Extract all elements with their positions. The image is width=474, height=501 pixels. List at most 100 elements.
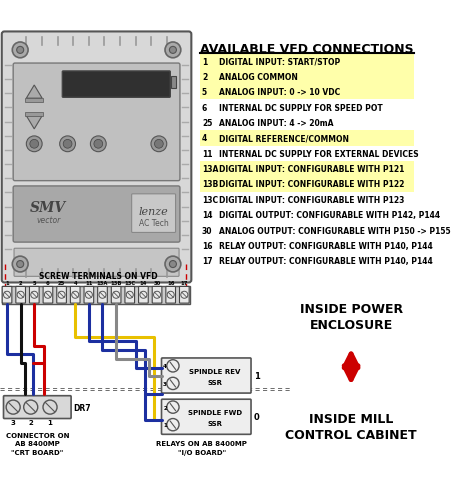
FancyBboxPatch shape [162,399,251,434]
Text: 1: 1 [202,58,207,67]
FancyBboxPatch shape [43,287,53,304]
FancyBboxPatch shape [29,287,39,304]
FancyBboxPatch shape [2,287,12,304]
FancyBboxPatch shape [84,287,94,304]
Text: AC Tech: AC Tech [139,219,168,228]
Text: 3: 3 [11,419,16,425]
Text: DIGITAL INPUT: CONFIGURABLE WITH P122: DIGITAL INPUT: CONFIGURABLE WITH P122 [219,180,405,189]
Text: AVAILABLE VFD CONNECTIONS: AVAILABLE VFD CONNECTIONS [201,43,414,56]
FancyBboxPatch shape [98,287,107,304]
Text: SMV: SMV [30,200,66,214]
Text: 2: 2 [28,419,33,425]
Text: ANALOG INPUT: 4 -> 20mA: ANALOG INPUT: 4 -> 20mA [219,119,334,128]
Text: 0: 0 [254,412,259,421]
Text: 30: 30 [202,226,212,235]
FancyBboxPatch shape [62,72,170,98]
Text: DR7: DR7 [73,403,91,412]
Circle shape [91,137,106,152]
Text: vector: vector [36,215,60,224]
Text: DIGITAL REFERENCE/COMMON: DIGITAL REFERENCE/COMMON [219,134,349,143]
Text: 1: 1 [254,371,260,380]
Text: RELAY OUTPUT: CONFIGURABLE WITH P140, P144: RELAY OUTPUT: CONFIGURABLE WITH P140, P1… [219,257,433,266]
Text: 30: 30 [154,281,161,286]
Circle shape [165,43,181,59]
Text: 13B: 13B [110,281,122,286]
FancyBboxPatch shape [2,33,191,283]
Text: 2: 2 [202,73,207,82]
Polygon shape [27,86,42,99]
Text: 11: 11 [202,149,212,158]
FancyBboxPatch shape [70,287,80,304]
Circle shape [165,257,181,273]
Circle shape [17,47,24,54]
Text: 16: 16 [202,241,212,250]
FancyBboxPatch shape [26,99,43,103]
FancyBboxPatch shape [2,287,190,304]
FancyBboxPatch shape [14,249,179,277]
Text: INSIDE MILL
CONTROL CABINET: INSIDE MILL CONTROL CABINET [285,412,417,440]
Text: INSIDE POWER
ENCLOSURE: INSIDE POWER ENCLOSURE [300,302,402,331]
Text: 4: 4 [202,134,207,143]
Text: 11: 11 [85,281,92,286]
Text: SPINDLE FWD: SPINDLE FWD [188,409,242,415]
Text: 6: 6 [202,103,207,112]
FancyBboxPatch shape [57,287,66,304]
Text: 2: 2 [163,405,167,410]
Text: lenze: lenze [139,206,168,216]
FancyBboxPatch shape [200,131,414,146]
Text: 13A: 13A [97,281,108,286]
FancyBboxPatch shape [13,64,180,181]
Text: 17: 17 [181,281,188,286]
FancyBboxPatch shape [111,287,121,304]
Text: ANALOG INPUT: 0 -> 10 VDC: ANALOG INPUT: 0 -> 10 VDC [219,88,341,97]
FancyBboxPatch shape [200,85,414,100]
Circle shape [169,261,176,268]
Text: 25: 25 [58,281,65,286]
Circle shape [12,43,28,59]
Text: AB 8400MP: AB 8400MP [15,440,60,446]
Text: SSR: SSR [208,421,222,426]
FancyBboxPatch shape [13,186,180,242]
Polygon shape [27,116,42,130]
FancyBboxPatch shape [125,287,135,304]
Text: 6: 6 [46,281,50,286]
Circle shape [12,257,28,273]
Text: SPINDLE REV: SPINDLE REV [189,368,241,374]
Text: ANALOG COMMON: ANALOG COMMON [219,73,298,82]
Text: SCREW TERMINALS ON VFD: SCREW TERMINALS ON VFD [39,272,158,280]
Text: SSR: SSR [208,379,222,385]
Circle shape [63,140,72,149]
FancyBboxPatch shape [16,287,26,304]
Circle shape [30,140,38,149]
Text: 13B: 13B [202,180,218,189]
FancyBboxPatch shape [200,162,414,177]
Text: 2: 2 [19,281,22,286]
FancyBboxPatch shape [180,287,189,304]
FancyBboxPatch shape [200,70,414,85]
Text: DIGITAL INPUT: START/STOP: DIGITAL INPUT: START/STOP [219,58,341,67]
Text: "CRT BOARD": "CRT BOARD" [11,449,64,455]
Circle shape [169,47,176,54]
Text: 14: 14 [140,281,147,286]
Text: INTERNAL DC SUPPLY FOR EXTERNAL DEVICES: INTERNAL DC SUPPLY FOR EXTERNAL DEVICES [219,149,419,158]
Text: DIGITAL INPUT: CONFIGURABLE WITH P123: DIGITAL INPUT: CONFIGURABLE WITH P123 [219,195,405,204]
FancyBboxPatch shape [200,54,414,70]
FancyBboxPatch shape [26,113,43,116]
Text: RELAYS ON AB 8400MP: RELAYS ON AB 8400MP [156,440,247,446]
Text: 14: 14 [202,211,212,220]
Text: 16: 16 [167,281,174,286]
Circle shape [27,137,42,152]
Text: 1: 1 [47,419,53,425]
Circle shape [60,137,75,152]
Text: 13C: 13C [202,195,218,204]
FancyBboxPatch shape [132,194,175,233]
Text: 4: 4 [73,281,77,286]
Text: ANALOG OUTPUT: CONFIGURABLE WITH P150 -> P155: ANALOG OUTPUT: CONFIGURABLE WITH P150 ->… [219,226,451,235]
Text: RELAY OUTPUT: CONFIGURABLE WITH P140, P144: RELAY OUTPUT: CONFIGURABLE WITH P140, P1… [219,241,433,250]
Text: 13A: 13A [202,165,218,174]
FancyBboxPatch shape [162,358,251,393]
Text: 3: 3 [163,381,167,386]
Text: DIGITAL OUTPUT: CONFIGURABLE WITH P142, P144: DIGITAL OUTPUT: CONFIGURABLE WITH P142, … [219,211,440,220]
FancyBboxPatch shape [152,287,162,304]
Text: 5: 5 [202,88,207,97]
